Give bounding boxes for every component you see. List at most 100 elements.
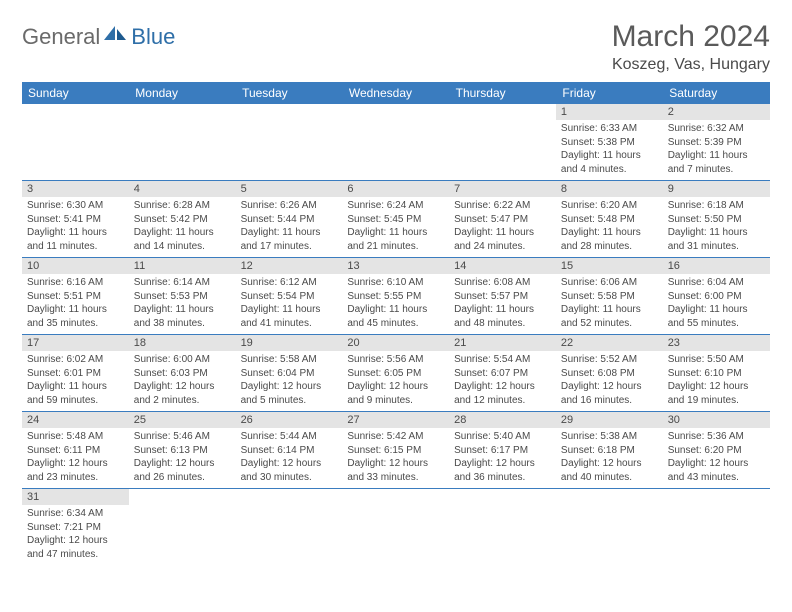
day-number-empty <box>129 489 236 505</box>
sunrise-line: Sunrise: 6:33 AM <box>561 122 658 136</box>
sunrise-line: Sunrise: 6:04 AM <box>668 276 765 290</box>
day-number: 23 <box>663 335 770 351</box>
daylight-line: Daylight: 12 hours and 5 minutes. <box>241 380 338 407</box>
sunrise-line: Sunrise: 6:24 AM <box>347 199 444 213</box>
daylight-line: Daylight: 11 hours and 55 minutes. <box>668 303 765 330</box>
day-data: Sunrise: 5:54 AMSunset: 6:07 PMDaylight:… <box>449 351 556 411</box>
daylight-line: Daylight: 11 hours and 11 minutes. <box>27 226 124 253</box>
sunrise-line: Sunrise: 6:18 AM <box>668 199 765 213</box>
calendar-day-cell: 10Sunrise: 6:16 AMSunset: 5:51 PMDayligh… <box>22 258 129 335</box>
day-number: 12 <box>236 258 343 274</box>
day-number: 30 <box>663 412 770 428</box>
logo-text-general: General <box>22 24 100 50</box>
day-number: 11 <box>129 258 236 274</box>
daylight-line: Daylight: 12 hours and 9 minutes. <box>347 380 444 407</box>
day-number: 21 <box>449 335 556 351</box>
day-data: Sunrise: 6:16 AMSunset: 5:51 PMDaylight:… <box>22 274 129 334</box>
day-data: Sunrise: 6:08 AMSunset: 5:57 PMDaylight:… <box>449 274 556 334</box>
sunset-line: Sunset: 6:08 PM <box>561 367 658 381</box>
daylight-line: Daylight: 11 hours and 52 minutes. <box>561 303 658 330</box>
day-number: 26 <box>236 412 343 428</box>
sunrise-line: Sunrise: 6:28 AM <box>134 199 231 213</box>
calendar-day-cell: 24Sunrise: 5:48 AMSunset: 6:11 PMDayligh… <box>22 412 129 489</box>
calendar-day-cell <box>22 104 129 181</box>
calendar-week-row: 1Sunrise: 6:33 AMSunset: 5:38 PMDaylight… <box>22 104 770 181</box>
daylight-line: Daylight: 11 hours and 14 minutes. <box>134 226 231 253</box>
month-title: March 2024 <box>612 20 770 54</box>
calendar-day-cell: 28Sunrise: 5:40 AMSunset: 6:17 PMDayligh… <box>449 412 556 489</box>
calendar-week-row: 31Sunrise: 6:34 AMSunset: 7:21 PMDayligh… <box>22 489 770 566</box>
daylight-line: Daylight: 12 hours and 40 minutes. <box>561 457 658 484</box>
sunrise-line: Sunrise: 6:08 AM <box>454 276 551 290</box>
weekday-header: Friday <box>556 82 663 104</box>
day-data: Sunrise: 6:12 AMSunset: 5:54 PMDaylight:… <box>236 274 343 334</box>
day-number: 9 <box>663 181 770 197</box>
day-data: Sunrise: 6:22 AMSunset: 5:47 PMDaylight:… <box>449 197 556 257</box>
header: General Blue March 2024 Koszeg, Vas, Hun… <box>22 20 770 74</box>
calendar-table: SundayMondayTuesdayWednesdayThursdayFrid… <box>22 82 770 565</box>
sunset-line: Sunset: 5:38 PM <box>561 136 658 150</box>
day-number: 27 <box>342 412 449 428</box>
calendar-day-cell: 19Sunrise: 5:58 AMSunset: 6:04 PMDayligh… <box>236 335 343 412</box>
day-number: 31 <box>22 489 129 505</box>
sunset-line: Sunset: 6:14 PM <box>241 444 338 458</box>
daylight-line: Daylight: 12 hours and 16 minutes. <box>561 380 658 407</box>
day-number: 6 <box>342 181 449 197</box>
day-data: Sunrise: 5:40 AMSunset: 6:17 PMDaylight:… <box>449 428 556 488</box>
daylight-line: Daylight: 12 hours and 12 minutes. <box>454 380 551 407</box>
calendar-day-cell <box>129 489 236 566</box>
calendar-week-row: 3Sunrise: 6:30 AMSunset: 5:41 PMDaylight… <box>22 181 770 258</box>
daylight-line: Daylight: 12 hours and 19 minutes. <box>668 380 765 407</box>
sunrise-line: Sunrise: 6:34 AM <box>27 507 124 521</box>
day-data: Sunrise: 6:02 AMSunset: 6:01 PMDaylight:… <box>22 351 129 411</box>
daylight-line: Daylight: 11 hours and 48 minutes. <box>454 303 551 330</box>
day-number: 17 <box>22 335 129 351</box>
sunrise-line: Sunrise: 5:38 AM <box>561 430 658 444</box>
day-data: Sunrise: 6:33 AMSunset: 5:38 PMDaylight:… <box>556 120 663 180</box>
calendar-day-cell: 20Sunrise: 5:56 AMSunset: 6:05 PMDayligh… <box>342 335 449 412</box>
calendar-day-cell: 26Sunrise: 5:44 AMSunset: 6:14 PMDayligh… <box>236 412 343 489</box>
calendar-week-row: 24Sunrise: 5:48 AMSunset: 6:11 PMDayligh… <box>22 412 770 489</box>
calendar-day-cell: 18Sunrise: 6:00 AMSunset: 6:03 PMDayligh… <box>129 335 236 412</box>
sunset-line: Sunset: 6:11 PM <box>27 444 124 458</box>
daylight-line: Daylight: 11 hours and 7 minutes. <box>668 149 765 176</box>
calendar-day-cell: 7Sunrise: 6:22 AMSunset: 5:47 PMDaylight… <box>449 181 556 258</box>
daylight-line: Daylight: 11 hours and 59 minutes. <box>27 380 124 407</box>
sunrise-line: Sunrise: 5:54 AM <box>454 353 551 367</box>
calendar-day-cell: 14Sunrise: 6:08 AMSunset: 5:57 PMDayligh… <box>449 258 556 335</box>
sunset-line: Sunset: 5:39 PM <box>668 136 765 150</box>
day-number: 29 <box>556 412 663 428</box>
calendar-week-row: 10Sunrise: 6:16 AMSunset: 5:51 PMDayligh… <box>22 258 770 335</box>
sunrise-line: Sunrise: 6:16 AM <box>27 276 124 290</box>
weekday-header: Tuesday <box>236 82 343 104</box>
sunrise-line: Sunrise: 5:46 AM <box>134 430 231 444</box>
calendar-day-cell: 27Sunrise: 5:42 AMSunset: 6:15 PMDayligh… <box>342 412 449 489</box>
calendar-day-cell: 30Sunrise: 5:36 AMSunset: 6:20 PMDayligh… <box>663 412 770 489</box>
calendar-day-cell <box>449 104 556 181</box>
sunset-line: Sunset: 6:07 PM <box>454 367 551 381</box>
weekday-header: Monday <box>129 82 236 104</box>
calendar-day-cell <box>663 489 770 566</box>
sunset-line: Sunset: 6:05 PM <box>347 367 444 381</box>
calendar-day-cell: 5Sunrise: 6:26 AMSunset: 5:44 PMDaylight… <box>236 181 343 258</box>
daylight-line: Daylight: 11 hours and 17 minutes. <box>241 226 338 253</box>
calendar-day-cell: 1Sunrise: 6:33 AMSunset: 5:38 PMDaylight… <box>556 104 663 181</box>
day-number-empty <box>236 104 343 120</box>
day-data: Sunrise: 5:50 AMSunset: 6:10 PMDaylight:… <box>663 351 770 411</box>
day-data: Sunrise: 5:36 AMSunset: 6:20 PMDaylight:… <box>663 428 770 488</box>
sunset-line: Sunset: 6:00 PM <box>668 290 765 304</box>
sunset-line: Sunset: 5:58 PM <box>561 290 658 304</box>
sunrise-line: Sunrise: 6:30 AM <box>27 199 124 213</box>
sunset-line: Sunset: 6:04 PM <box>241 367 338 381</box>
sunrise-line: Sunrise: 6:14 AM <box>134 276 231 290</box>
calendar-day-cell <box>342 489 449 566</box>
calendar-day-cell: 2Sunrise: 6:32 AMSunset: 5:39 PMDaylight… <box>663 104 770 181</box>
daylight-line: Daylight: 12 hours and 33 minutes. <box>347 457 444 484</box>
weekday-header: Saturday <box>663 82 770 104</box>
sunset-line: Sunset: 5:54 PM <box>241 290 338 304</box>
daylight-line: Daylight: 11 hours and 28 minutes. <box>561 226 658 253</box>
sunset-line: Sunset: 5:53 PM <box>134 290 231 304</box>
day-number: 4 <box>129 181 236 197</box>
sunset-line: Sunset: 7:21 PM <box>27 521 124 535</box>
sunrise-line: Sunrise: 6:20 AM <box>561 199 658 213</box>
